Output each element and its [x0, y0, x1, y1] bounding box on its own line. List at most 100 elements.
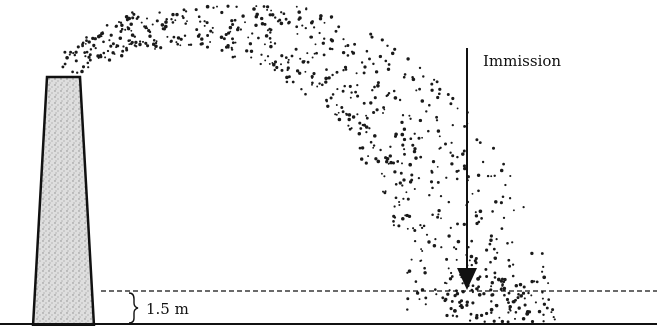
particle-dot — [169, 40, 173, 43]
particle-dot — [316, 85, 319, 88]
particle-dot — [295, 69, 300, 73]
particle-dot — [456, 239, 461, 244]
particle-dot — [468, 319, 472, 322]
particle-dot — [271, 61, 274, 64]
particle-dot — [530, 320, 535, 324]
particle-dot — [269, 28, 273, 32]
particle-dot — [437, 208, 441, 213]
particle-dot — [507, 311, 510, 314]
particle-dot — [146, 27, 149, 30]
particle-dot — [457, 169, 460, 172]
particle-dot — [408, 162, 413, 167]
particle-dot — [455, 292, 460, 296]
particle-dot — [445, 176, 448, 179]
particle-dot — [434, 238, 437, 241]
particle-dot — [410, 178, 414, 182]
particle-dot — [413, 239, 417, 243]
particle-dot — [373, 134, 377, 138]
particle-dot — [403, 148, 406, 151]
particle-dot — [331, 47, 334, 51]
particle-plume — [61, 4, 556, 324]
particle-dot — [306, 60, 310, 64]
particle-dot — [331, 73, 334, 77]
particle-dot — [312, 26, 316, 29]
particle-dot — [431, 213, 434, 216]
particle-dot — [148, 34, 152, 38]
particle-dot — [126, 26, 129, 29]
particle-dot — [541, 270, 544, 273]
particle-dot — [517, 306, 521, 310]
particle-dot — [364, 161, 368, 165]
particle-dot — [273, 42, 277, 45]
particle-dot — [398, 181, 402, 185]
particle-dot — [427, 129, 430, 133]
particle-dot — [502, 280, 506, 284]
particle-dot — [478, 141, 482, 144]
particle-dot — [183, 34, 187, 38]
particle-dot — [346, 54, 350, 57]
particle-dot — [521, 291, 526, 295]
particle-dot — [231, 22, 235, 27]
particle-dot — [501, 195, 505, 198]
particle-dot — [541, 291, 544, 294]
particle-dot — [493, 256, 498, 260]
particle-dot — [239, 28, 243, 31]
particle-dot — [329, 96, 333, 100]
particle-dot — [85, 36, 88, 39]
particle-dot — [360, 61, 364, 64]
particle-dot — [247, 36, 250, 39]
particle-dot — [84, 43, 87, 45]
particle-dot — [433, 78, 436, 81]
particle-dot — [226, 44, 230, 48]
particle-dot — [479, 313, 484, 318]
particle-dot — [378, 54, 383, 59]
particle-dot — [418, 118, 423, 123]
particle-dot — [456, 107, 459, 110]
particle-dot — [448, 277, 453, 281]
particle-dot — [421, 249, 424, 253]
particle-dot — [171, 12, 175, 17]
particle-dot — [98, 34, 102, 38]
particle-dot — [326, 104, 330, 108]
particle-dot — [491, 210, 494, 213]
particle-dot — [322, 53, 326, 57]
particle-dot — [270, 13, 275, 17]
particle-dot — [431, 186, 434, 190]
particle-dot — [438, 87, 442, 91]
particle-dot — [334, 113, 337, 116]
particle-dot — [205, 4, 210, 9]
particle-dot — [507, 258, 511, 262]
particle-dot — [195, 28, 199, 32]
particle-dot — [406, 308, 409, 311]
particle-dot — [511, 241, 514, 244]
particle-dot — [311, 81, 314, 85]
particle-dot — [318, 31, 321, 35]
particle-dot — [189, 43, 193, 46]
particle-dot — [362, 71, 366, 75]
particle-dot — [170, 18, 173, 21]
particle-dot — [133, 35, 136, 38]
particle-dot — [344, 45, 347, 48]
particle-dot — [249, 49, 254, 53]
particle-dot — [138, 40, 142, 43]
particle-dot — [410, 258, 413, 261]
particle-dot — [348, 84, 352, 88]
particle-dot — [145, 17, 149, 20]
particle-dot — [401, 143, 405, 147]
particle-dot — [386, 44, 389, 48]
particle-dot — [388, 154, 392, 158]
particle-dot — [269, 44, 273, 49]
particle-dot — [129, 42, 133, 46]
chimney-icon — [31, 75, 96, 326]
particle-dot — [171, 21, 175, 24]
particle-dot — [236, 27, 240, 32]
particle-dot — [461, 152, 465, 156]
particle-dot — [174, 19, 177, 22]
particle-dot — [445, 257, 449, 261]
particle-dot — [474, 211, 477, 214]
particle-dot — [376, 159, 381, 164]
particle-dot — [87, 55, 91, 59]
particle-dot — [542, 275, 547, 280]
particle-dot — [61, 65, 65, 69]
particle-dot — [94, 46, 97, 50]
